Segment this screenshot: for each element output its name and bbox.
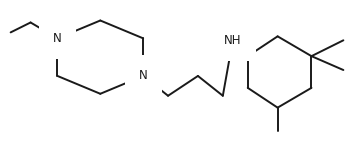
Text: NH: NH	[224, 34, 242, 47]
Text: N: N	[53, 32, 62, 45]
Text: N: N	[139, 69, 147, 83]
